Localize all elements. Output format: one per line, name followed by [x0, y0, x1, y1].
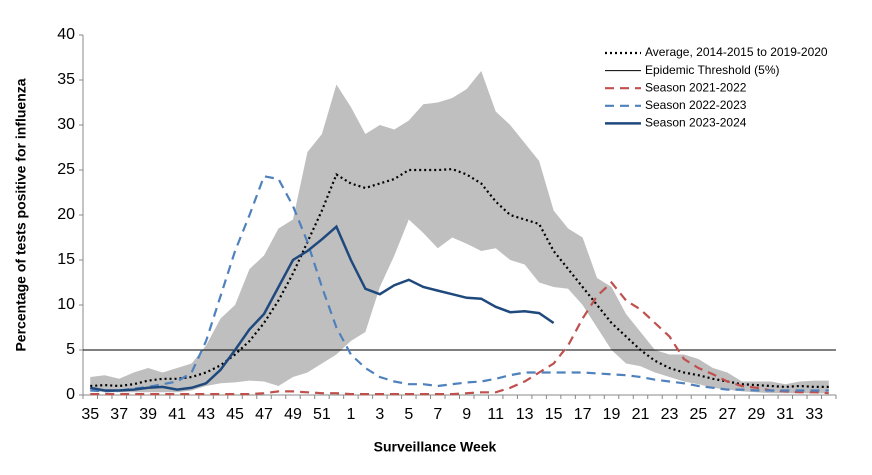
- x-tick-label: 39: [139, 406, 157, 423]
- y-tick-label: 5: [66, 341, 75, 358]
- x-tick-label: 49: [284, 406, 302, 423]
- y-tick-label: 10: [57, 296, 75, 313]
- y-tick-label: 40: [57, 26, 75, 43]
- y-tick-label: 15: [57, 251, 75, 268]
- x-tick-label: 21: [632, 406, 650, 423]
- x-tick-label: 45: [226, 406, 244, 423]
- series-line: [90, 175, 829, 393]
- y-axis-title: Percentage of tests positive for influen…: [13, 78, 29, 351]
- legend-label: Epidemic Threshold (5%): [645, 63, 780, 77]
- series-line: [90, 224, 555, 392]
- x-axis-title: Surveillance Week: [374, 439, 497, 455]
- series-line: [90, 167, 829, 389]
- x-tick-label: 19: [603, 406, 621, 423]
- x-tick-label: 13: [516, 406, 534, 423]
- x-tick-label: 51: [313, 406, 331, 423]
- x-tick-label: 5: [404, 406, 413, 423]
- x-tick-label: 41: [168, 406, 186, 423]
- x-tick-label: 1: [346, 406, 355, 423]
- y-tick-label: 20: [57, 206, 75, 223]
- y-tick-label: 25: [57, 161, 75, 178]
- x-tick-label: 31: [776, 406, 794, 423]
- x-tick-label: 7: [433, 406, 442, 423]
- x-tick-label: 17: [574, 406, 592, 423]
- x-tick-label: 23: [661, 406, 679, 423]
- legend-label: Season 2023-2024: [645, 116, 747, 130]
- x-tick-label: 29: [747, 406, 765, 423]
- x-tick-label: 11: [487, 406, 504, 423]
- x-tick-label: 25: [690, 406, 708, 423]
- y-tick-label: 35: [57, 71, 75, 88]
- y-tick-label: 0: [66, 386, 75, 403]
- x-tick-label: 3: [375, 406, 384, 423]
- x-tick-label: 43: [197, 406, 215, 423]
- legend-label: Season 2021-2022: [645, 80, 747, 94]
- legend-label: Average, 2014-2015 to 2019-2020: [645, 45, 828, 59]
- legend-label: Season 2022-2023: [645, 98, 747, 112]
- x-tick-label: 15: [545, 406, 563, 423]
- y-tick-label: 30: [57, 116, 75, 133]
- x-tick-label: 9: [462, 406, 471, 423]
- x-tick-label: 47: [255, 406, 273, 423]
- x-tick-label: 35: [81, 406, 99, 423]
- series-line: [90, 280, 829, 396]
- x-tick-label: 37: [110, 406, 128, 423]
- x-tick-label: 27: [718, 406, 736, 423]
- x-tick-label: 33: [805, 406, 823, 423]
- range-band: [90, 71, 829, 394]
